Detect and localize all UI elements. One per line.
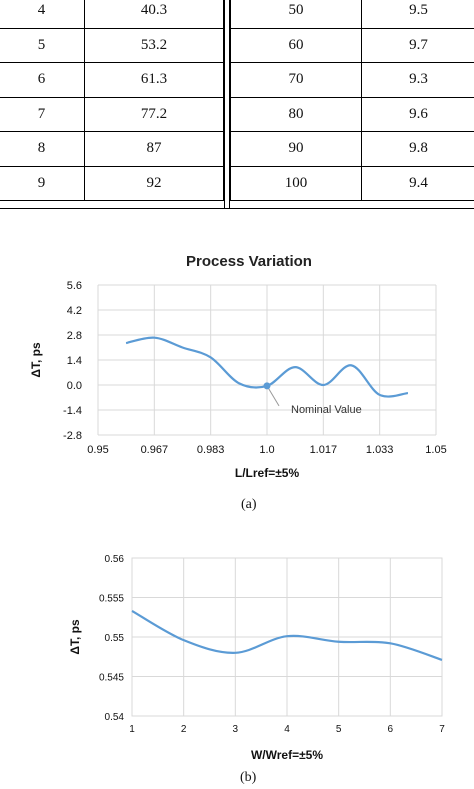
y-tick-label: 0.54: [105, 712, 125, 723]
table-cell-index: 70: [230, 62, 362, 98]
table-cell-index: 60: [230, 27, 362, 63]
x-tick-label: 1.05: [425, 444, 446, 456]
table-right-row: 70 9.3: [230, 62, 474, 98]
x-tick-label: 4: [284, 724, 290, 735]
table-left-row: 7 77.2: [0, 96, 224, 132]
y-tick-label: 0.55: [105, 633, 125, 644]
table-right-row: 90 9.8: [230, 131, 474, 167]
x-tick-label: 2: [181, 724, 187, 735]
table-cell-value: 92: [84, 165, 224, 201]
y-axis-label: ΔT, ps: [29, 342, 43, 378]
x-tick-label: 0.95: [87, 444, 108, 456]
x-axis-label: L/Lref=±5%: [235, 466, 300, 480]
y-tick-label: 2.8: [67, 330, 82, 342]
table-cell-value: 53.2: [84, 27, 224, 63]
table-right-row: 100 9.4: [230, 165, 474, 201]
table-separator: [224, 0, 230, 208]
x-axis-label: W/Wref=±5%: [251, 748, 323, 762]
table-cell-index: 9: [0, 165, 85, 201]
table-cell-index: 4: [0, 0, 85, 29]
y-tick-label: -1.4: [63, 405, 82, 417]
data-table-left: 4 40.3 5 53.2 6 61.3 7 77.2 8 87 9 92: [0, 0, 224, 201]
table-cell-index: 80: [230, 96, 362, 132]
table-cell-value: 9.4: [361, 165, 474, 201]
x-tick-label: 7: [439, 724, 445, 735]
y-tick-label: 4.2: [67, 305, 82, 317]
table-cell-index: 6: [0, 62, 85, 98]
table-cell-index: 90: [230, 131, 362, 167]
table-right-row: 80 9.6: [230, 96, 474, 132]
x-tick-label: 0.967: [141, 444, 169, 456]
annotation-label: Nominal Value: [291, 404, 362, 416]
table-cell-value: 9.5: [361, 0, 474, 29]
caption-a: (a): [241, 497, 257, 512]
table-right-row: 50 9.5: [230, 0, 474, 29]
x-tick-label: 1: [129, 724, 135, 735]
data-table-right: 50 9.5 60 9.7 70 9.3 80 9.6 90 9.8 100 9.4: [230, 0, 474, 201]
y-tick-label: 1.4: [67, 355, 82, 367]
table-left-row: 6 61.3: [0, 62, 224, 98]
process-variation-chart: 0.95 0.967 0.983 1.0 1.017 1.033 1.05 5.6 4.2 2.8…: [29, 253, 447, 480]
table-right-row: 60 9.7: [230, 27, 474, 63]
y-axis-label: ΔT, ps: [68, 619, 82, 655]
x-tick-label: 1.0: [259, 444, 274, 456]
table-cell-value: 9.6: [361, 96, 474, 132]
table-cell-value: 61.3: [84, 62, 224, 98]
x-tick-label: 5: [336, 724, 342, 735]
table-cell-index: 100: [230, 165, 362, 201]
table-left-row: 8 87: [0, 131, 224, 167]
series-line: [131, 609, 443, 661]
table-cell-index: 8: [0, 131, 85, 167]
y-tick-label: 5.6: [67, 280, 82, 292]
table-left-row: 5 53.2: [0, 27, 224, 63]
y-tick-label: 0.545: [99, 673, 124, 684]
table-cell-index: 7: [0, 96, 85, 132]
x-tick-label: 3: [233, 724, 239, 735]
annotation-leader: [266, 385, 280, 407]
y-tick-label: 0.0: [67, 380, 82, 392]
table-cell-value: 9.3: [361, 62, 474, 98]
chart-title: Process Variation: [186, 253, 312, 270]
table-cell-value: 40.3: [84, 0, 224, 29]
nominal-point-marker: [263, 382, 271, 390]
table-left-row: 9 92: [0, 165, 224, 201]
table-cell-index: 50: [230, 0, 362, 29]
table-cell-value: 77.2: [84, 96, 224, 132]
y-tick-label: -2.8: [63, 430, 82, 442]
x-tick-label: 0.983: [197, 444, 225, 456]
table-cell-value: 9.7: [361, 27, 474, 63]
y-tick-label: 0.56: [105, 554, 125, 565]
caption-b: (b): [240, 770, 257, 785]
table-left-row: 4 40.3: [0, 0, 224, 29]
x-tick-label: 1.033: [366, 444, 394, 456]
y-tick-label: 0.555: [99, 594, 124, 605]
x-tick-label: 6: [388, 724, 394, 735]
x-tick-label: 1.017: [310, 444, 338, 456]
table-cell-value: 9.8: [361, 131, 474, 167]
table-cell-value: 87: [84, 131, 224, 167]
table-cell-index: 5: [0, 27, 85, 63]
table-bottom-rule: [0, 208, 474, 209]
width-variation-chart: 1 2 3 4 5 6 7 0.56 0.555 0.55 0.545 0.54 W/Wref=±5% Δ…: [68, 554, 445, 762]
